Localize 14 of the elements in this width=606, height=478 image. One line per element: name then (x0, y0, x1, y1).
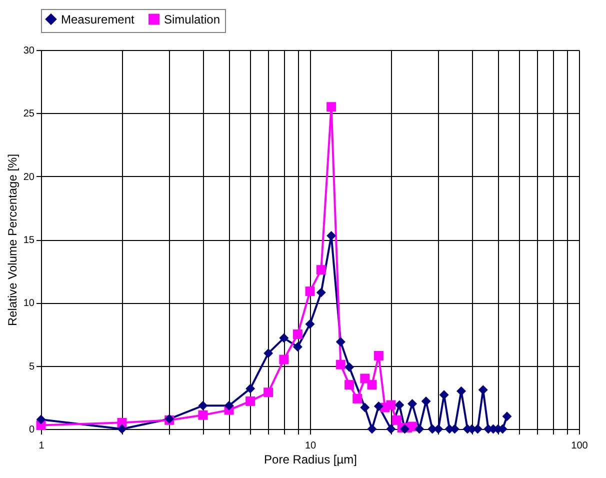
y-axis-title: Relative Volume Percentage [%] (5, 154, 20, 326)
y-tick-label: 30 (23, 46, 35, 56)
x-tick-label: 10 (304, 440, 316, 452)
y-tick-label: 0 (28, 424, 35, 436)
legend-label: Simulation (164, 12, 220, 26)
y-tick-label: 25 (23, 108, 35, 120)
y-tick-label: 20 (23, 172, 35, 183)
x-tick-label: 1 (38, 440, 45, 452)
y-tick-label: 10 (23, 298, 35, 310)
legend-label: Measurement (61, 12, 136, 26)
x-tick-label: 100 (571, 440, 588, 452)
y-tick-label: 5 (28, 361, 35, 372)
y-tick-label: 15 (23, 235, 35, 246)
x-axis-title: Pore Radius [µm] (264, 452, 357, 466)
